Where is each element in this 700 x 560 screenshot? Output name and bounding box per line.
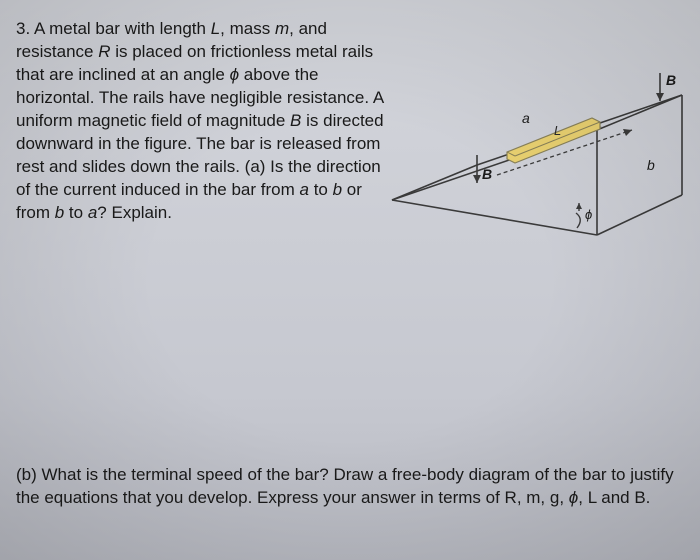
problem-part-b: (b) What is the terminal speed of the ba… bbox=[16, 464, 692, 510]
problem-text-b: (b) What is the terminal speed of the ba… bbox=[16, 465, 674, 507]
label-phi: ϕ bbox=[585, 207, 592, 222]
phi-arc bbox=[576, 213, 580, 228]
base-right-edge bbox=[597, 195, 682, 235]
page: 3. A metal bar with length L, mass m, an… bbox=[0, 0, 700, 560]
label-b: b bbox=[647, 157, 655, 173]
problem-part-a: 3. A metal bar with length L, mass m, an… bbox=[16, 18, 396, 224]
label-a: a bbox=[522, 110, 530, 126]
figure-svg: a b L B B ϕ bbox=[382, 55, 692, 275]
top-right-edge bbox=[597, 95, 682, 130]
b-arrow-right-head bbox=[656, 93, 664, 101]
problem-text-a: A metal bar with length L, mass m, and r… bbox=[16, 19, 384, 222]
b-arrow-left-head bbox=[473, 175, 481, 183]
inclined-rails-figure: a b L B B ϕ bbox=[382, 55, 692, 275]
label-L: L bbox=[554, 123, 561, 138]
phi-arrow-head bbox=[576, 203, 582, 209]
label-B2: B bbox=[666, 72, 676, 88]
label-B1: B bbox=[482, 166, 492, 182]
base-front-edge bbox=[392, 200, 597, 235]
problem-number: 3. bbox=[16, 19, 30, 38]
top-left-edge bbox=[392, 165, 477, 200]
